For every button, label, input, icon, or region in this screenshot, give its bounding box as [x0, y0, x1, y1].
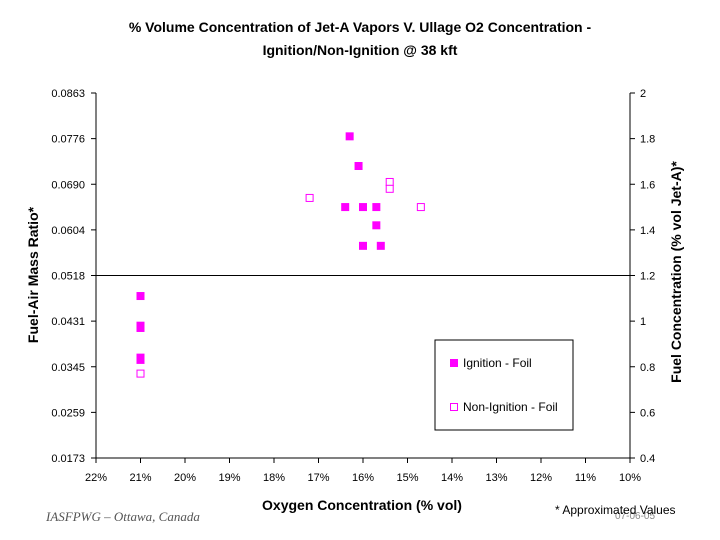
point-ignition: [354, 162, 363, 170]
legend-marker-non-ignition: [450, 403, 458, 411]
point-ignition: [136, 355, 145, 364]
footer-organization: IASFPWG – Ottawa, Canada: [46, 509, 200, 524]
x-tick-label: 10%: [619, 472, 641, 484]
left-y-tick-label: 0.0259: [51, 407, 85, 419]
x-tick-label: 20%: [174, 472, 196, 484]
point-ignition: [372, 221, 381, 230]
right-y-tick-label: 0.6: [640, 407, 655, 419]
point-ignition: [372, 203, 381, 212]
point-non-ignition: [305, 193, 314, 202]
marks-layer: [136, 132, 425, 378]
x-tick-label: 15%: [396, 472, 418, 484]
left-y-tick-label: 0.0604: [51, 225, 85, 237]
right-y-tick-label: 0.4: [640, 453, 655, 465]
x-tick-label: 11%: [575, 472, 596, 484]
x-tick-label: 12%: [530, 472, 552, 484]
left-y-tick-label: 0.0863: [51, 88, 85, 100]
right-y-tick-label: 1.4: [640, 225, 655, 237]
legend-label-ignition: Ignition - Foil: [463, 356, 532, 370]
point-ignition: [376, 241, 385, 250]
x-axis-title: Oxygen Concentration (% vol): [262, 497, 462, 513]
x-tick-label: 17%: [307, 472, 329, 484]
legend-label-non-ignition: Non-Ignition - Foil: [463, 400, 558, 414]
left-y-tick-label: 0.0776: [51, 134, 85, 146]
point-non-ignition: [136, 369, 145, 378]
right-y-tick-label: 1.6: [640, 179, 655, 191]
x-tick-label: 14%: [441, 472, 463, 484]
x-tick-label: 22%: [85, 472, 107, 484]
x-tick-label: 13%: [485, 472, 507, 484]
point-ignition: [136, 323, 145, 332]
x-tick-label: 16%: [352, 472, 374, 484]
ticks-layer: 22% 21% 20% 19% 18% 17% 16% 15% 14% 13% 12% 11% 10% 0…: [51, 88, 655, 484]
x-tick-label: 18%: [263, 472, 285, 484]
point-ignition: [345, 132, 354, 141]
x-tick-label: 21%: [129, 472, 151, 484]
right-y-tick-label: 0.8: [640, 362, 655, 374]
point-non-ignition: [385, 184, 394, 193]
legend-marker-ignition: [450, 359, 458, 367]
right-y-axis-title: Fuel Concentration (% vol Jet-A)*: [668, 161, 684, 383]
left-y-tick-label: 0.0345: [51, 362, 85, 374]
point-non-ignition: [416, 203, 425, 212]
point-ignition: [359, 241, 367, 250]
point-non-ignition: [385, 177, 394, 186]
footer-note: * Approximated Values: [555, 503, 676, 517]
legend-box: [434, 339, 574, 431]
right-y-tick-label: 2: [640, 88, 646, 100]
right-y-tick-label: 1: [640, 316, 646, 328]
point-ignition: [136, 292, 145, 301]
left-y-tick-label: 0.0690: [51, 179, 85, 191]
legend: Ignition - Foil Non-Ignition - Foil: [434, 339, 574, 431]
x-tick-label: 19%: [218, 472, 240, 484]
left-y-tick-label: 0.0431: [51, 316, 85, 328]
left-y-tick-label: 0.0173: [51, 453, 85, 465]
chart-title-line-1: % Volume Concentration of Jet-A Vapors V…: [129, 19, 592, 35]
footer-date: 07-06-05: [615, 511, 656, 522]
point-ignition: [359, 203, 367, 212]
right-y-tick-label: 1.8: [640, 134, 655, 146]
point-ignition: [341, 203, 350, 212]
left-y-tick-label: 0.0518: [51, 271, 85, 283]
chart-title-line-2: Ignition/Non-Ignition @ 38 kft: [263, 42, 458, 58]
right-y-tick-label: 1.2: [640, 271, 655, 283]
left-y-axis-title: Fuel-Air Mass Ratio*: [25, 206, 41, 343]
